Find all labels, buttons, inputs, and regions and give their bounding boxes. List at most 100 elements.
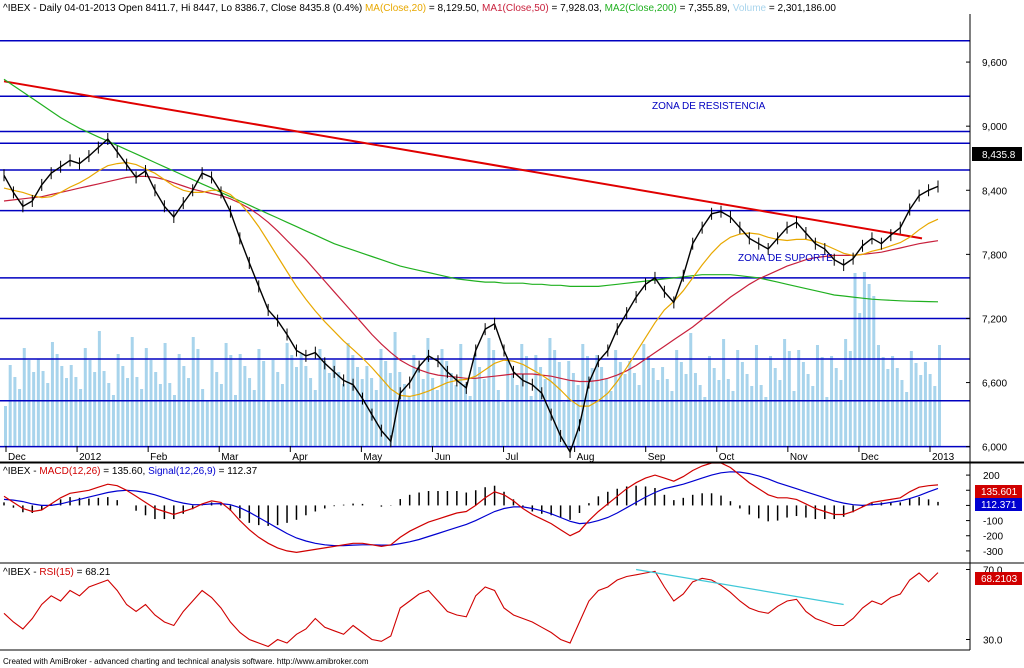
volume-bar xyxy=(797,350,801,446)
volume-bar xyxy=(262,361,266,446)
volume-bar xyxy=(553,350,557,446)
volume-bar xyxy=(440,349,444,446)
volume-bar xyxy=(271,360,275,446)
volume-bar xyxy=(191,337,195,446)
macd-tick-label: -300 xyxy=(983,547,1003,558)
volume-bar xyxy=(557,362,561,446)
footer-credit: Created with AmiBroker - advanced charti… xyxy=(3,657,369,666)
x-tick-label: Nov xyxy=(790,452,808,463)
volume-bar xyxy=(135,377,139,446)
volume-bar xyxy=(65,378,69,446)
volume-bar xyxy=(407,396,411,446)
rsi-badge-text: 68.2103 xyxy=(981,574,1018,585)
volume-bar xyxy=(233,395,237,446)
volume-bar xyxy=(8,365,12,446)
volume-bar xyxy=(201,389,205,446)
volume-bar xyxy=(323,361,327,446)
macd-header: ^IBEX - MACD(12,26) = 135.60, Signal(12,… xyxy=(3,466,258,477)
volume-bar xyxy=(341,384,345,446)
price-tick-label: 8,400 xyxy=(982,186,1007,197)
volume-bar xyxy=(590,368,594,446)
resistance-label: ZONA DE RESISTENCIA xyxy=(652,101,766,112)
volume-bar xyxy=(276,372,280,446)
x-tick-label: 2013 xyxy=(932,452,955,463)
volume-bar xyxy=(172,395,176,446)
volume-bar xyxy=(689,333,693,446)
volume-bar xyxy=(745,374,749,446)
volume-bar xyxy=(567,361,571,446)
rsi-badge xyxy=(975,572,1022,585)
price-indicator-lines xyxy=(3,78,939,458)
x-tick-label: Mar xyxy=(221,452,239,463)
volume-bar xyxy=(764,397,768,446)
volume-bar xyxy=(431,378,435,446)
volume-bar xyxy=(872,296,876,446)
volume-bar xyxy=(750,386,754,446)
volume-bar xyxy=(520,344,524,446)
volume-bar xyxy=(909,351,913,446)
volume-bar xyxy=(675,350,679,446)
volume-bar xyxy=(313,390,317,446)
volume-bar xyxy=(938,345,941,446)
volume-bar xyxy=(670,391,674,446)
volume-bar xyxy=(914,363,918,446)
volume-bar xyxy=(717,380,721,446)
volume-bar xyxy=(487,338,491,446)
volume-bar xyxy=(402,384,406,446)
volume-bar xyxy=(388,373,392,446)
macd-tick-label: -100 xyxy=(983,517,1003,528)
volume-bar xyxy=(398,372,402,446)
volume-bar xyxy=(41,371,45,446)
volume-bar xyxy=(318,349,322,446)
volume-bar xyxy=(168,383,172,446)
x-tick-label: Apr xyxy=(292,452,308,463)
macd-line xyxy=(3,462,939,554)
price-tick-label: 9,600 xyxy=(982,58,1007,69)
volume-bar xyxy=(46,383,50,446)
volume-bar xyxy=(703,397,707,446)
volume-bar xyxy=(759,385,763,446)
volume-bar xyxy=(144,348,148,446)
volume-bar xyxy=(600,367,604,446)
macd-tick-label: 200 xyxy=(983,471,1000,482)
close-line xyxy=(3,137,939,454)
volume-bar xyxy=(905,392,909,446)
signal-line xyxy=(3,471,939,547)
volume-bar xyxy=(449,373,453,446)
x-tick-label: Jul xyxy=(506,452,519,463)
volume-bar xyxy=(266,401,270,446)
volume-bar xyxy=(285,343,289,446)
volume-bar xyxy=(421,379,425,446)
volume-bar xyxy=(726,379,730,446)
volume-bar xyxy=(149,360,153,446)
volume-bar xyxy=(895,368,899,446)
volume-bar xyxy=(684,374,688,446)
volume-bar xyxy=(858,313,862,446)
volume-bar xyxy=(792,391,796,446)
volume-bar xyxy=(215,372,219,446)
volume-bar xyxy=(36,359,40,446)
volume-bar xyxy=(665,379,669,446)
last-price-text: 8,435.8 xyxy=(982,150,1016,161)
volume-bar xyxy=(27,360,31,446)
x-tick-label: Dec xyxy=(8,452,26,463)
volume-bar xyxy=(294,367,298,446)
volume-bar xyxy=(309,378,313,446)
rsi-trend-line xyxy=(636,568,844,606)
volume-bar xyxy=(656,380,660,446)
rsi-tick-label: 70.0 xyxy=(983,566,1003,577)
volume-bar xyxy=(886,369,890,446)
volume-bar xyxy=(154,372,158,446)
x-tick-label: Dec xyxy=(861,452,879,463)
volume-bar xyxy=(468,396,472,446)
header-line: ^IBEX - Daily 04-01-2013 Open 8411.7, Hi… xyxy=(3,3,836,14)
volume-bar xyxy=(740,362,744,446)
volume-bar xyxy=(426,338,430,446)
volume-bar xyxy=(773,368,777,446)
horizontal-levels xyxy=(0,39,970,448)
volume-bar xyxy=(463,384,467,446)
volume-bar xyxy=(337,372,341,446)
volume-bar xyxy=(346,343,350,446)
x-tick-label: Feb xyxy=(150,452,168,463)
